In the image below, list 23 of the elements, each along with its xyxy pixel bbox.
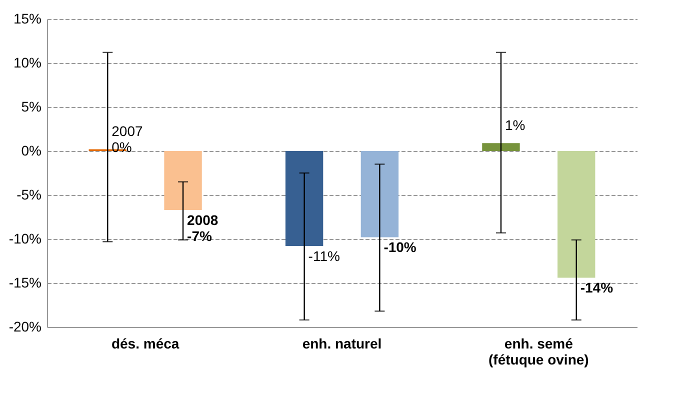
y-tick-label: -10% [8,230,42,246]
x-tick-label: enh. naturel [302,336,382,352]
x-tick-label: enh. semé (fétuque ovine) [488,336,589,368]
data-label: -11% [308,248,340,264]
bar [285,151,324,246]
y-tick-label: 5% [21,98,42,114]
y-tick-label: 10% [13,54,42,70]
y-tick-label: -5% [16,186,42,202]
bar [360,151,399,238]
data-label: 1% [504,117,526,134]
y-tick-label: 15% [13,10,42,26]
data-label: -10% [384,239,417,256]
y-tick-label: -20% [8,318,42,334]
bar [164,151,202,210]
bar [482,143,520,151]
x-tick-label: dés. méca [111,336,180,352]
series-label: 2007 [112,123,143,140]
bar [558,151,596,278]
data-label: -14% [580,280,614,296]
data-label: -7% [187,228,212,244]
y-tick-label: 0% [21,142,42,158]
y-tick-label: -15% [8,274,42,290]
series-label: 2008 [187,212,218,228]
